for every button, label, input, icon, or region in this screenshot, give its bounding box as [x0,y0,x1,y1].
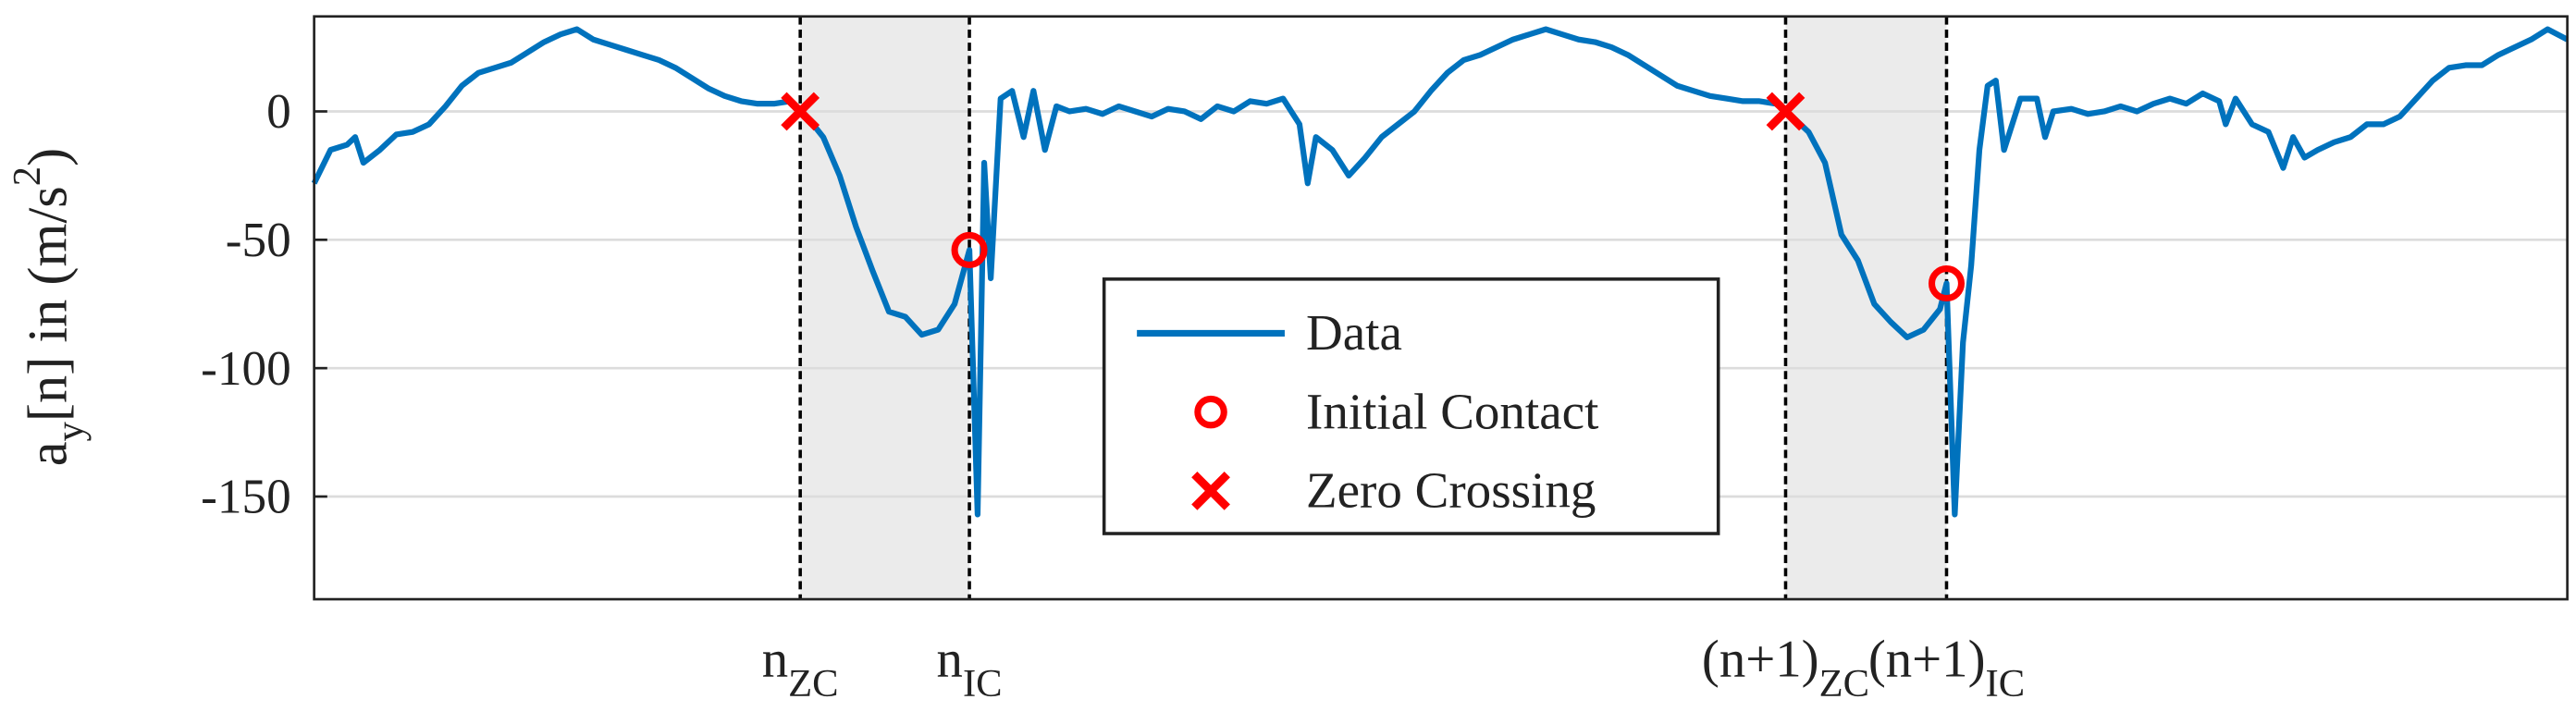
x-tick-label-sub: ZC [788,662,838,706]
y-axis-label: ay[n] in (m/s2) [6,148,92,466]
x-tick-label: nZC [762,631,839,706]
x-tick-label-main: (n+1) [1702,631,1819,689]
y-tick-label: -50 [226,213,291,267]
initial-contact-marker [1928,264,1966,302]
initial-contact-marker [951,231,988,268]
y-axis-label-part: [n] in (m/s [18,186,80,422]
zero-crossing-marker [781,92,820,131]
y-axis-label-part: a [18,441,80,466]
x-tick-label-sub: IC [1986,662,2026,706]
data-line [311,26,2570,518]
legend-label: Initial Contact [1306,383,1598,439]
y-tick-label: -100 [201,341,291,396]
x-tick-label: (n+1)IC [1868,631,2025,706]
y-axis-label-part: ) [18,148,80,166]
x-tick-label-main: (n+1) [1868,631,1986,689]
legend-swatch [1191,471,1230,510]
x-tick-label-main: n [762,631,788,689]
y-axis-label-part: y [48,421,92,441]
shaded-region [1785,16,1947,600]
zero-crossing-marker [1766,92,1806,131]
legend-label: Data [1306,304,1402,361]
legend-swatch [1194,395,1227,429]
plot-frame [313,15,2569,601]
y-tick-label: 0 [266,84,291,139]
legend-label: Zero Crossing [1306,462,1596,519]
y-axis-label-part: 2 [6,166,49,186]
x-tick-label-main: n [937,631,963,689]
y-tick-label: -150 [201,470,291,524]
x-tick-label-sub: ZC [1819,662,1869,706]
x-tick-label: (n+1)ZC [1702,631,1869,706]
x-tick-label-sub: IC [963,662,1003,706]
x-tick-label: nIC [937,631,1003,706]
